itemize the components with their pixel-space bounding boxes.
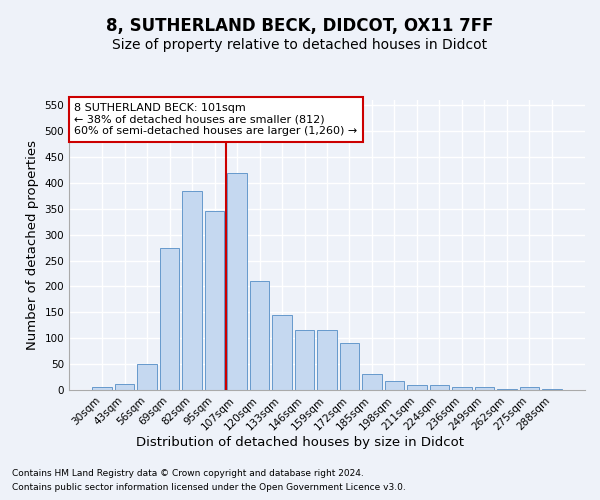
- Bar: [475, 388, 494, 390]
- Bar: [272, 315, 292, 390]
- Text: Contains public sector information licensed under the Open Government Licence v3: Contains public sector information licen…: [12, 484, 406, 492]
- Bar: [250, 281, 269, 390]
- Bar: [317, 330, 337, 390]
- Text: 8 SUTHERLAND BECK: 101sqm
← 38% of detached houses are smaller (812)
60% of semi: 8 SUTHERLAND BECK: 101sqm ← 38% of detac…: [74, 103, 358, 136]
- Bar: [92, 388, 112, 390]
- Bar: [115, 384, 134, 390]
- Y-axis label: Number of detached properties: Number of detached properties: [26, 140, 39, 350]
- Bar: [520, 388, 539, 390]
- Bar: [295, 330, 314, 390]
- Bar: [160, 248, 179, 390]
- Bar: [407, 385, 427, 390]
- Bar: [497, 389, 517, 390]
- Text: Size of property relative to detached houses in Didcot: Size of property relative to detached ho…: [112, 38, 488, 52]
- Bar: [182, 190, 202, 390]
- Bar: [137, 364, 157, 390]
- Bar: [385, 381, 404, 390]
- Bar: [542, 389, 562, 390]
- Bar: [227, 172, 247, 390]
- Bar: [362, 374, 382, 390]
- Bar: [205, 212, 224, 390]
- Text: 8, SUTHERLAND BECK, DIDCOT, OX11 7FF: 8, SUTHERLAND BECK, DIDCOT, OX11 7FF: [106, 18, 494, 36]
- Bar: [430, 385, 449, 390]
- Bar: [340, 344, 359, 390]
- Text: Contains HM Land Registry data © Crown copyright and database right 2024.: Contains HM Land Registry data © Crown c…: [12, 468, 364, 477]
- Bar: [452, 388, 472, 390]
- Text: Distribution of detached houses by size in Didcot: Distribution of detached houses by size …: [136, 436, 464, 449]
